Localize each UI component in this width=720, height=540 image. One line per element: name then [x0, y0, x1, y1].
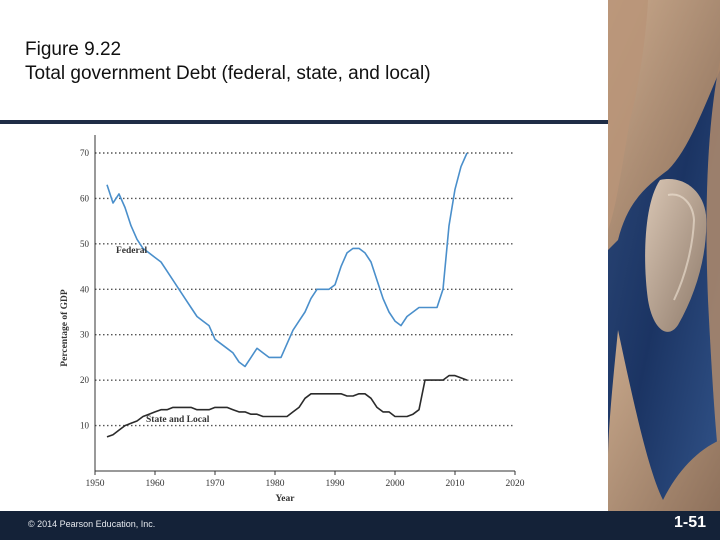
- slide-title: Figure 9.22 Total government Debt (feder…: [25, 38, 595, 86]
- title-divider: [0, 120, 608, 124]
- x-tick-label: 2020: [506, 479, 525, 489]
- x-tick-label: 1960: [146, 479, 165, 489]
- x-tick-label: 1950: [86, 479, 105, 489]
- footer-bar: © 2014 Pearson Education, Inc. 1-51: [0, 511, 720, 540]
- x-tick-label: 1990: [326, 479, 345, 489]
- state-local-series-line: [106, 374, 468, 438]
- y-axis-label: Percentage of GDP: [60, 289, 70, 367]
- x-axis-label: Year: [276, 494, 296, 503]
- y-tick-label: 60: [80, 193, 90, 203]
- debt-chart: 10 20 30 40 50 60 70 1950 1960 1970 1980 1990 2000 20…: [60, 135, 525, 503]
- x-tick-label: 2000: [386, 479, 405, 489]
- y-tick-label: 30: [80, 330, 90, 340]
- y-tick-label: 70: [80, 148, 90, 158]
- y-tick-label: 40: [80, 284, 90, 294]
- y-tick-label: 10: [80, 421, 90, 431]
- figure-title: Total government Debt (federal, state, a…: [25, 63, 431, 84]
- slide-number: 1-51: [673, 514, 706, 531]
- state-local-series-label: State and Local: [146, 415, 210, 425]
- y-tick-label: 20: [80, 375, 90, 385]
- rock-water-photo: [608, 0, 720, 540]
- copyright-notice: © 2014 Pearson Education, Inc.: [28, 519, 156, 529]
- y-tick-label: 50: [80, 239, 90, 249]
- x-tick-label: 1970: [206, 479, 225, 489]
- x-tick-label: 1980: [266, 479, 285, 489]
- figure-number: Figure 9.22: [25, 39, 122, 60]
- federal-series-label: Federal: [116, 246, 147, 256]
- federal-series-line: [106, 152, 468, 368]
- x-tick-label: 2010: [446, 479, 465, 489]
